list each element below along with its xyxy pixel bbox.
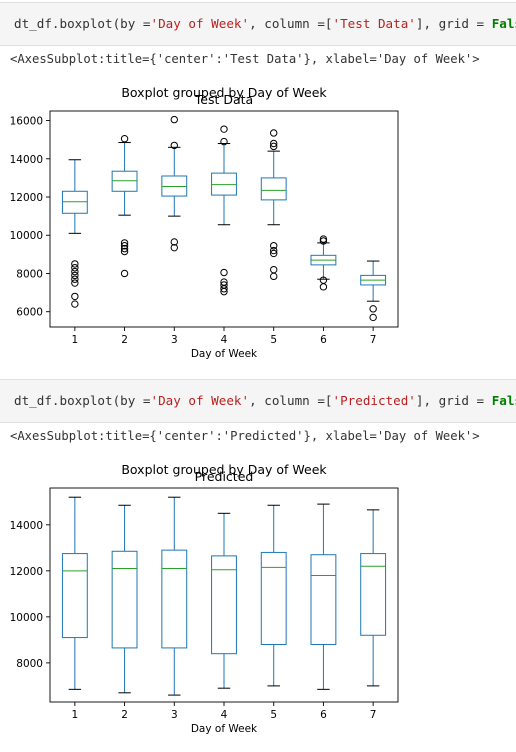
box-body	[360, 553, 387, 636]
x-tick-label: 5	[270, 334, 277, 346]
code-grid-value: False	[491, 16, 516, 31]
outlier-point	[270, 265, 278, 274]
y-tick-label: 16000	[10, 116, 43, 128]
outlier-point	[71, 279, 79, 287]
outlier-point	[369, 305, 377, 313]
outlier-point	[220, 287, 228, 296]
x-tick-label: 2	[121, 709, 128, 721]
code-column-value: 'Predicted'	[332, 393, 416, 408]
outlier-point	[170, 141, 178, 150]
outlier-point	[270, 142, 278, 151]
code-by-kw: (by =	[112, 16, 151, 31]
code-column-kw: , column =[	[249, 16, 333, 31]
outlier-point	[120, 242, 129, 250]
outlier-point	[270, 246, 278, 255]
outlier-point	[270, 242, 278, 250]
x-axis-label: Day of Week	[191, 348, 258, 360]
cell-output-1: <AxesSubplot:title={'center':'Test Data'…	[10, 52, 480, 66]
x-tick-label: 7	[370, 334, 377, 346]
y-tick-label: 12000	[10, 566, 43, 578]
box-body	[260, 551, 287, 645]
outlier-point	[270, 129, 278, 137]
x-tick-label: 6	[320, 334, 327, 346]
outlier-point	[71, 300, 79, 308]
outlier-point	[270, 249, 278, 258]
code-cell-2[interactable]: dt_df.boxplot(by ='Day of Week', column …	[0, 379, 516, 423]
x-tick-label: 6	[320, 709, 327, 721]
code-by-value: 'Day of Week'	[150, 393, 250, 408]
outlier-point	[220, 137, 228, 146]
outlier-point	[220, 268, 228, 277]
chart-title: Predicted	[195, 469, 254, 484]
x-tick-label: 1	[72, 334, 79, 346]
cell-output-2: <AxesSubplot:title={'center':'Predicted'…	[10, 429, 480, 443]
box-body	[260, 177, 287, 201]
x-tick-label: 2	[121, 334, 128, 346]
outlier-point	[71, 292, 79, 301]
y-tick-label: 10000	[10, 230, 43, 242]
code-func: dt_df.boxplot	[14, 393, 113, 408]
code-func: dt_df.boxplot	[14, 16, 113, 31]
box-body	[61, 553, 88, 639]
outlier-point	[120, 135, 129, 143]
x-tick-label: 3	[171, 334, 178, 346]
outlier-point	[71, 264, 79, 272]
outlier-point	[170, 238, 178, 246]
outlier-point	[71, 260, 79, 268]
y-tick-label: 14000	[10, 154, 43, 166]
outlier-point	[319, 237, 328, 245]
y-tick-label: 8000	[16, 268, 43, 280]
chart-suptitle: Boxplot grouped by Day of Week	[121, 462, 327, 477]
code-by-kw: (by =	[112, 393, 151, 408]
x-tick-label: 3	[171, 709, 178, 721]
outlier-point	[270, 272, 278, 281]
outlier-point	[120, 239, 129, 247]
outlier-point	[270, 139, 278, 148]
box-body	[161, 549, 188, 649]
x-tick-label: 4	[221, 709, 228, 721]
chart-title: Test Data	[194, 92, 253, 107]
outlier-point	[319, 235, 328, 243]
y-tick-label: 8000	[16, 658, 43, 670]
code-grid-kw: ], grid =	[415, 393, 492, 408]
outlier-point	[170, 243, 178, 252]
box-body	[211, 555, 237, 655]
outlier-point	[120, 269, 129, 278]
outlier-point	[170, 115, 178, 124]
outlier-point	[71, 275, 79, 283]
code-grid-value: False	[491, 393, 516, 408]
y-tick-label: 6000	[16, 307, 43, 319]
code-grid-kw: ], grid =	[415, 16, 492, 31]
outlier-point	[220, 125, 228, 133]
x-axis-label: Day of Week	[191, 723, 258, 735]
outlier-point	[71, 267, 79, 276]
x-tick-label: 4	[221, 334, 228, 346]
code-column-kw: , column =[	[249, 393, 333, 408]
y-tick-label: 14000	[10, 520, 43, 532]
outlier-point	[319, 283, 328, 291]
code-line-2[interactable]: dt_df.boxplot(by ='Day of Week', column …	[14, 393, 516, 408]
code-cell-1[interactable]: dt_df.boxplot(by ='Day of Week', column …	[0, 2, 516, 46]
outlier-point	[120, 244, 129, 253]
y-tick-label: 10000	[10, 612, 43, 624]
code-line-1[interactable]: dt_df.boxplot(by ='Day of Week', column …	[14, 16, 516, 31]
outlier-point	[369, 313, 377, 322]
code-column-value: 'Test Data'	[332, 16, 416, 31]
outlier-point	[71, 271, 79, 280]
outlier-point	[120, 247, 129, 256]
box-body	[310, 554, 337, 645]
box-body	[111, 550, 138, 649]
code-by-value: 'Day of Week'	[150, 16, 250, 31]
x-tick-label: 5	[270, 709, 277, 721]
outlier-point	[220, 285, 228, 293]
x-tick-label: 1	[72, 709, 79, 721]
y-tick-label: 12000	[10, 192, 43, 204]
x-tick-label: 7	[370, 709, 377, 721]
chart-suptitle: Boxplot grouped by Day of Week	[121, 85, 327, 100]
